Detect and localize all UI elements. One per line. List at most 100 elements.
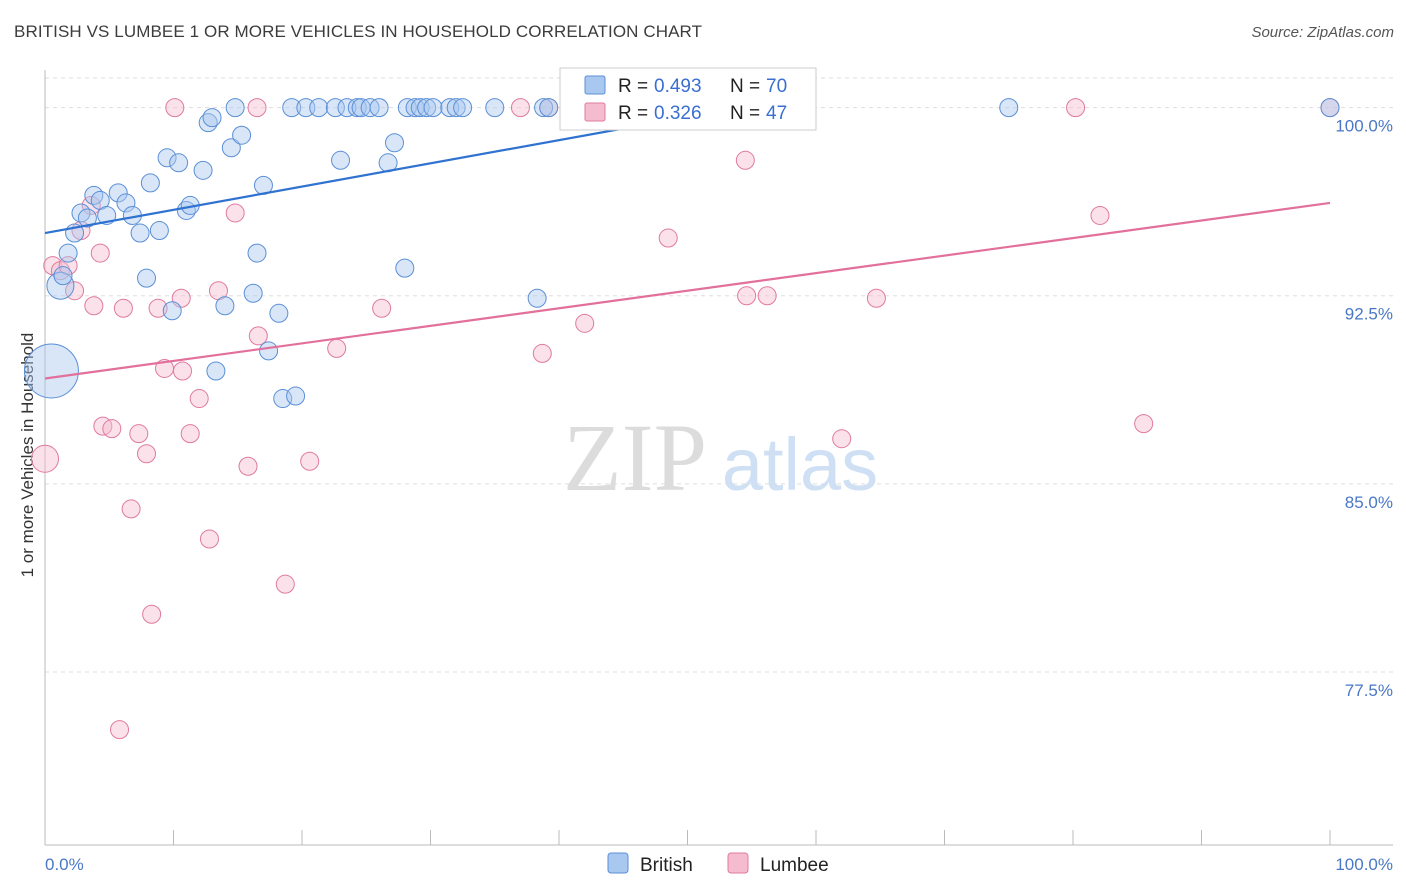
lumbee-trendline: [44, 201, 1331, 380]
y-tick-label: 100.0%: [1335, 117, 1393, 136]
british-r-label: R =: [618, 76, 648, 97]
british-legend-swatch: [584, 75, 606, 95]
lumbee-point: [90, 243, 110, 263]
british-point: [999, 98, 1019, 118]
british-point: [337, 98, 357, 118]
lumbee-point: [658, 228, 678, 248]
watermark-atlas: atlas: [722, 423, 878, 506]
british-point: [84, 185, 104, 205]
lumbee-point: [832, 429, 852, 449]
lumbee-point: [180, 424, 200, 444]
british-series-swatch: [607, 852, 629, 874]
lumbee-point: [737, 286, 757, 306]
stats-legend: R = 0.493 N = 70 R = 0.326 N = 47: [559, 67, 817, 131]
x-ticks: [44, 830, 1331, 845]
british-point: [259, 341, 279, 361]
lumbee-n-label: N =: [730, 103, 760, 124]
british-point: [77, 208, 97, 228]
lumbee-point: [148, 298, 168, 318]
british-n-label: N =: [730, 76, 760, 97]
british-point: [232, 125, 252, 145]
british-point: [198, 113, 218, 133]
lumbee-n-value: 47: [766, 103, 787, 124]
british-point: [193, 160, 213, 180]
lumbee-point: [142, 604, 162, 624]
lumbee-point: [137, 444, 157, 464]
lumbee-point: [575, 313, 595, 333]
lumbee-point: [300, 451, 320, 471]
lumbee-legend-swatch: [584, 102, 606, 122]
british-points: [23, 98, 1340, 409]
lumbee-point: [84, 296, 104, 316]
lumbee-point: [225, 203, 245, 223]
british-point: [206, 361, 226, 381]
british-point: [130, 223, 150, 243]
british-point: [423, 98, 443, 118]
lumbee-point: [1066, 98, 1086, 118]
source-credit: Source: ZipAtlas.com: [1251, 24, 1394, 41]
british-point: [369, 98, 389, 118]
lumbee-point: [1090, 205, 1110, 225]
british-point: [243, 283, 263, 303]
british-point: [225, 98, 245, 118]
lumbee-point: [113, 298, 133, 318]
lumbee-point: [532, 343, 552, 363]
british-point: [116, 193, 136, 213]
lumbee-point: [172, 361, 192, 381]
lumbee-point: [165, 98, 185, 118]
british-point: [453, 98, 473, 118]
british-point: [215, 296, 235, 316]
british-point: [108, 183, 128, 203]
british-point: [446, 98, 466, 118]
british-point: [286, 386, 306, 406]
lumbee-point: [31, 444, 59, 473]
gridlines: [45, 77, 1393, 673]
lumbee-point: [757, 286, 777, 306]
lumbee-point: [110, 720, 130, 740]
lumbee-point: [866, 288, 886, 308]
british-point: [221, 138, 241, 158]
watermark-zip: ZIP: [563, 404, 707, 511]
axes: [44, 70, 1393, 846]
british-point: [331, 150, 351, 170]
chart-title: BRITISH VS LUMBEE 1 OR MORE VEHICLES IN …: [14, 22, 703, 41]
lumbee-point: [102, 419, 122, 439]
lumbee-point: [121, 499, 141, 519]
british-point: [202, 108, 222, 128]
y-tick-label: 77.5%: [1345, 681, 1393, 700]
british-point: [169, 153, 189, 173]
british-point: [46, 271, 75, 300]
british-point: [162, 301, 182, 321]
lumbee-point: [189, 389, 209, 409]
lumbee-point: [327, 338, 347, 358]
y-tick-label: 92.5%: [1345, 305, 1393, 324]
lumbee-point: [199, 529, 219, 549]
british-point: [527, 288, 547, 308]
british-point: [137, 268, 157, 288]
y-tick-labels: 100.0% 92.5% 85.0% 77.5%: [1335, 117, 1393, 700]
lumbee-point: [735, 150, 755, 170]
british-point: [1320, 98, 1340, 118]
lumbee-point: [129, 424, 149, 444]
british-point: [534, 98, 554, 118]
british-point: [247, 243, 267, 263]
lumbee-point: [275, 574, 295, 594]
british-point: [269, 303, 289, 323]
british-point: [53, 266, 73, 286]
british-point: [385, 133, 405, 153]
y-tick-label: 85.0%: [1345, 493, 1393, 512]
watermark: ZIP atlas: [563, 404, 878, 511]
series-legend: British Lumbee: [607, 852, 829, 876]
british-point: [140, 173, 160, 193]
british-r-value: 0.493: [654, 76, 702, 97]
lumbee-series-swatch: [727, 852, 749, 874]
british-n-value: 70: [766, 76, 787, 97]
british-point: [157, 148, 177, 168]
lumbee-point: [372, 298, 392, 318]
british-point: [485, 98, 505, 118]
lumbee-point: [248, 326, 268, 346]
lumbee-point: [510, 98, 530, 118]
british-point: [539, 98, 559, 118]
british-point: [417, 98, 437, 118]
